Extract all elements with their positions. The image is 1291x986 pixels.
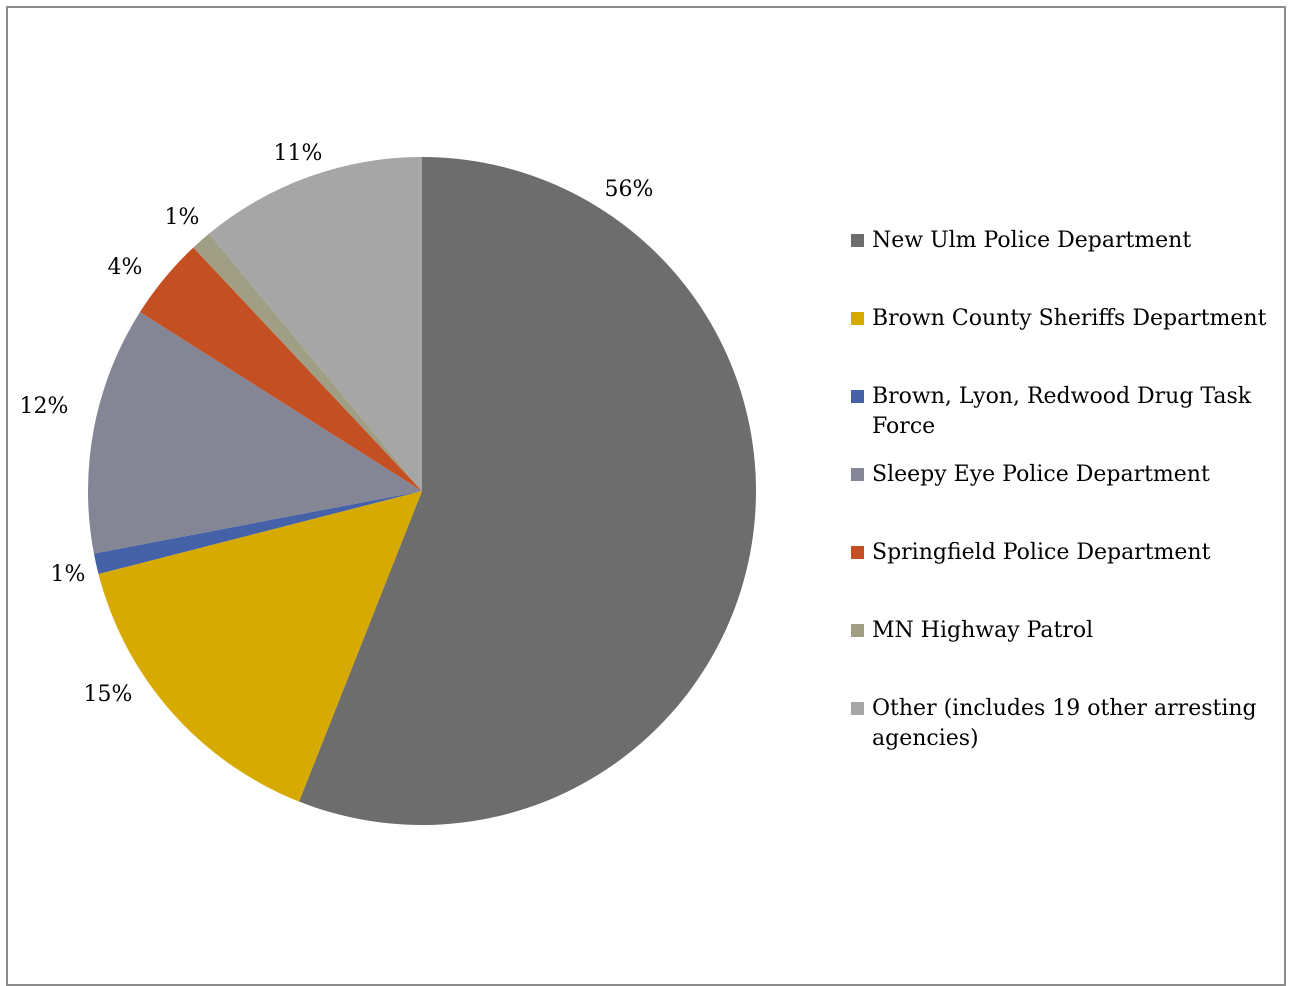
- pie-slice-4: [139, 247, 422, 491]
- legend-swatch-6: [851, 702, 864, 715]
- data-label-1: 15%: [84, 682, 133, 707]
- legend-swatch-3: [851, 468, 864, 481]
- legend-label-1: Brown County Sheriffs Department: [872, 306, 1267, 331]
- legend-swatch-5: [851, 624, 864, 637]
- legend-item-4: Springfield Police Department: [851, 538, 1272, 568]
- pie-slice-3: [88, 312, 422, 554]
- data-label-0: 56%: [605, 177, 654, 202]
- legend-swatch-0: [851, 234, 864, 247]
- legend-swatch-4: [851, 546, 864, 559]
- pie-slice-2: [93, 491, 422, 575]
- pie-data-labels: 56% 15% 1% 12% 4% 1% 11%: [20, 141, 654, 707]
- legend-swatch-1: [851, 312, 864, 325]
- legend-item-6: Other (includes 19 other arresting agenc…: [851, 694, 1272, 754]
- legend-label-5: MN Highway Patrol: [872, 618, 1094, 643]
- data-label-4: 4%: [108, 255, 143, 280]
- pie-slice-6: [209, 157, 422, 491]
- legend-item-5: MN Highway Patrol: [851, 616, 1272, 646]
- legend-item-3: Sleepy Eye Police Department: [851, 460, 1272, 490]
- data-label-3: 12%: [20, 394, 69, 419]
- data-label-6: 11%: [274, 141, 323, 166]
- legend-label-3: Sleepy Eye Police Department: [872, 462, 1210, 487]
- legend-label-4: Springfield Police Department: [872, 540, 1211, 565]
- legend-label-6: Other (includes 19 other arresting agenc…: [872, 696, 1257, 751]
- legend-swatch-2: [851, 390, 864, 403]
- legend-item-2: Brown, Lyon, Redwood Drug Task Force: [851, 382, 1272, 442]
- legend-label-0: New Ulm Police Department: [872, 228, 1192, 253]
- legend-item-1: Brown County Sheriffs Department: [851, 304, 1272, 334]
- data-label-5: 1%: [165, 205, 200, 230]
- pie-slice-5: [193, 233, 422, 492]
- pie-slice-1: [98, 491, 422, 802]
- pie-slices: [88, 157, 756, 825]
- legend-label-2: Brown, Lyon, Redwood Drug Task Force: [872, 384, 1252, 439]
- pie-slice-0: [299, 157, 756, 825]
- legend-item-0: New Ulm Police Department: [851, 226, 1272, 256]
- data-label-2: 1%: [51, 562, 86, 587]
